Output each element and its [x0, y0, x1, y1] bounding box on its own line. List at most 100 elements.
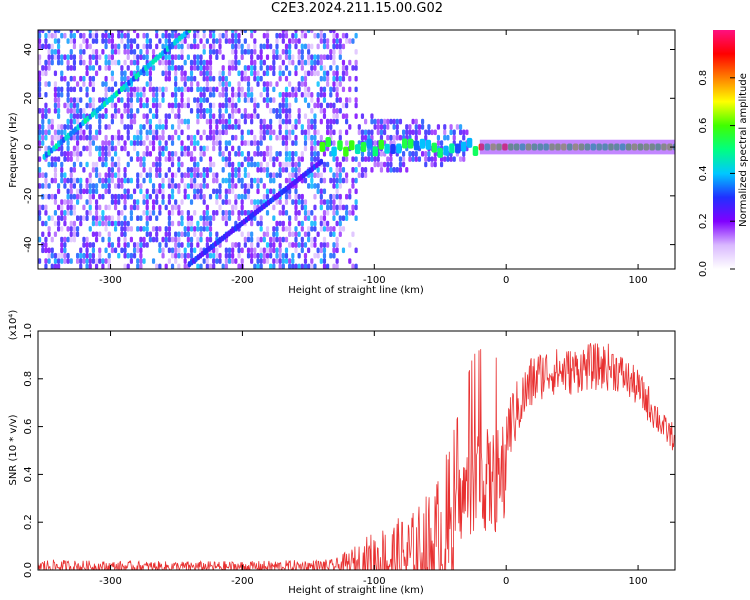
spectrogram-cell: [243, 30, 247, 34]
spectrogram-cell: [288, 134, 292, 141]
spectrogram-cell: [167, 247, 171, 254]
spectrogram-y-axis-title: Frequency (Hz): [8, 112, 19, 188]
spectrogram-cell: [265, 247, 270, 254]
spectrogram-cell: [145, 231, 149, 238]
spectrogram-cell: [126, 129, 130, 136]
spectrogram-cell: [272, 236, 276, 243]
spectrogram-ridge-cell: [337, 140, 343, 151]
spectrogram-cell: [332, 204, 336, 211]
spectrogram-cell: [259, 236, 263, 243]
spectrogram-cell: [212, 258, 216, 264]
spectrogram-cell: [79, 220, 83, 227]
spectrogram-cell: [303, 75, 308, 82]
spectrogram-cell: [38, 215, 42, 221]
spectrogram-cell: [269, 129, 273, 136]
spectrogram-cell: [193, 134, 197, 141]
spectrogram-cell: [69, 220, 73, 227]
spectrogram-cell: [47, 252, 51, 259]
spectrogram-cell: [443, 124, 447, 130]
spectrogram-cell: [170, 161, 175, 168]
spectrogram-cell: [319, 204, 323, 211]
spectrogram-cell: [189, 177, 194, 184]
spectrogram-cell: [316, 129, 320, 136]
spectrogram-cell: [94, 167, 99, 173]
spectrogram-cell: [411, 150, 415, 157]
spectrogram-cell: [234, 32, 238, 39]
spectrogram-cell: [148, 124, 152, 130]
spectrogram-cell: [348, 38, 352, 44]
spectrogram-cell: [104, 134, 108, 141]
spectrogram-cell: [224, 215, 228, 221]
spectrogram-cell: [132, 247, 137, 254]
spectrogram-cell: [104, 204, 108, 211]
spectrogram-cell: [202, 129, 206, 136]
spectrogram-cell: [212, 38, 216, 44]
spectrogram-cell: [291, 199, 295, 205]
spectrogram-cell: [53, 102, 58, 109]
spectrogram-cell: [196, 183, 200, 189]
spectrogram-cell: [284, 30, 289, 34]
spectrogram-cell: [307, 183, 311, 189]
spectrogram-cell: [269, 263, 273, 269]
spectrogram-cell: [218, 129, 222, 136]
spectrogram-cell: [199, 263, 203, 269]
spectrogram-cell: [341, 86, 346, 93]
spectrogram-cell: [177, 183, 181, 189]
spectrogram-cell: [91, 54, 96, 60]
spectrogram-cell: [237, 81, 241, 87]
spectrogram-cell: [174, 183, 178, 189]
spectrogram-cell: [145, 188, 149, 195]
spectrogram-cell: [227, 118, 232, 125]
spectrogram-cell: [288, 150, 292, 157]
spectrogram-cell: [262, 59, 266, 66]
spectrogram-cell: [177, 231, 181, 238]
spectrogram-cell: [193, 209, 197, 216]
spectrogram-cell: [269, 177, 273, 184]
spectrogram-cell: [351, 183, 355, 189]
spectrogram-cell: [294, 65, 298, 71]
spectrogram-cell: [313, 54, 317, 60]
spectrogram-cell: [151, 161, 156, 168]
spectrogram-cell: [120, 65, 124, 71]
spectrogram-cell: [199, 65, 203, 71]
spectrogram-cell: [98, 193, 102, 200]
spectrogram-cell: [199, 54, 203, 60]
spectrogram-cell: [335, 236, 339, 243]
spectrogram-cell: [56, 183, 61, 189]
spectrogram-cell: [284, 156, 289, 162]
spectrogram-cell: [66, 65, 70, 71]
spectrogram-cell: [41, 140, 45, 146]
spectrogram-cell: [79, 32, 83, 39]
spectrogram-cell: [129, 70, 133, 77]
spectrogram-cell: [329, 102, 333, 109]
spectrogram-cell: [88, 209, 92, 216]
spectrogram-cell: [69, 108, 73, 114]
spectrogram-cell: [332, 49, 336, 55]
spectrogram-ridge-cell: [319, 141, 326, 152]
spectrogram-cell: [335, 108, 339, 114]
spectrogram-cell: [376, 118, 380, 125]
spectrogram-cell: [196, 113, 200, 120]
spectrogram-cell: [170, 32, 175, 39]
spectrogram-cell: [107, 172, 111, 179]
spectrogram-cell: [142, 209, 146, 216]
spectrogram-cell: [250, 118, 254, 125]
spectrogram-cell: [310, 118, 314, 125]
spectrogram-cell: [161, 86, 165, 93]
spectrogram-cell: [354, 215, 358, 221]
spectrogram-cell: [69, 118, 73, 125]
spectrogram-cell: [231, 32, 235, 39]
spectrogram-cell: [189, 81, 194, 87]
spectrogram-cell: [183, 226, 187, 232]
spectrogram-cell: [164, 226, 168, 232]
spectrogram-cell: [199, 193, 203, 200]
spectrogram-cell: [91, 49, 96, 55]
spectrogram-cell: [300, 54, 304, 60]
spectrogram-cell: [265, 65, 270, 71]
spectrogram-cell: [227, 215, 232, 221]
spectrogram-ridge-cell: [431, 142, 437, 153]
spectrogram-cell: [94, 30, 99, 34]
spectrogram-cell: [41, 172, 45, 179]
spectrogram-cell: [123, 124, 127, 130]
